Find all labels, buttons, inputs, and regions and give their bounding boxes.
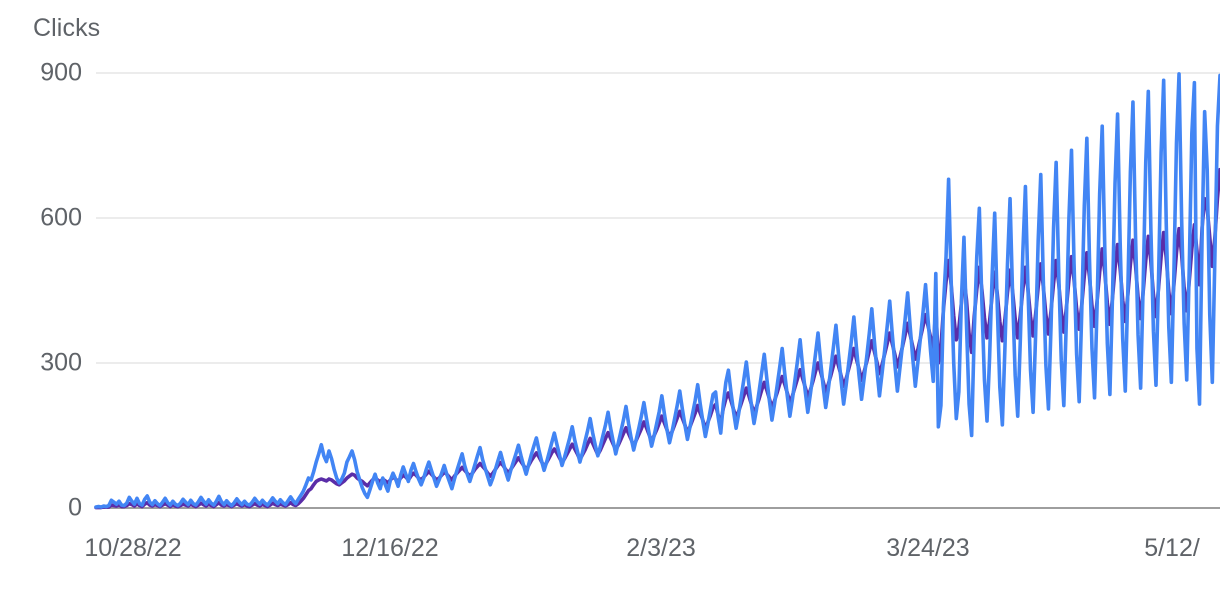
gridlines [96, 72, 1220, 364]
y-tick-label: 600 [40, 203, 82, 232]
y-tick-label: 300 [40, 348, 82, 377]
y-tick-label: 0 [68, 493, 82, 522]
series-line-blue [94, 72, 1220, 509]
x-tick-label: 2/3/23 [626, 534, 696, 562]
y-axis-title: Clicks [33, 14, 101, 42]
x-tick-label: 10/28/22 [84, 534, 182, 562]
x-tick-label: 3/24/23 [886, 534, 970, 562]
x-tick-label: 5/12/ [1144, 534, 1200, 562]
x-tick-label: 12/16/22 [341, 534, 439, 562]
y-tick-label: 900 [40, 58, 82, 87]
